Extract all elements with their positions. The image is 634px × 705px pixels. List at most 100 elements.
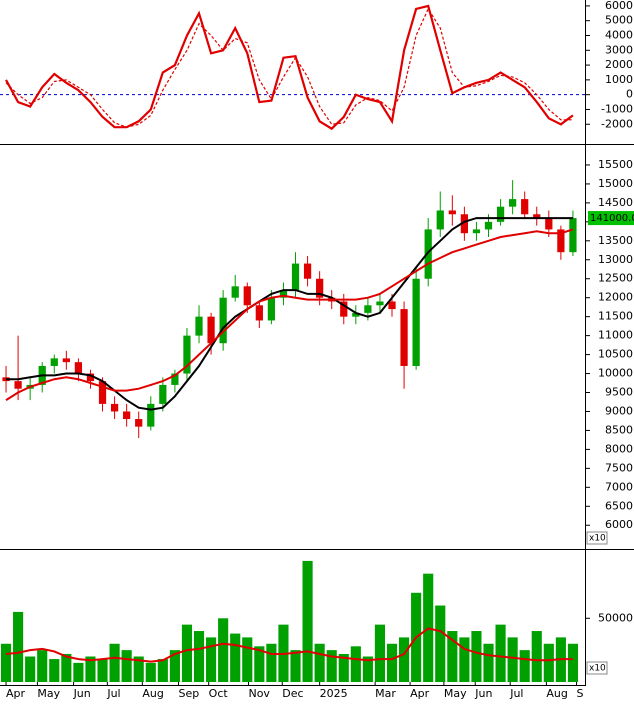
x-tick-label: Sep <box>179 687 200 700</box>
volume-bar <box>145 662 156 682</box>
volume-bar <box>181 624 193 682</box>
candle-body <box>171 373 179 385</box>
volume-bar <box>447 631 458 682</box>
candle-body <box>279 290 288 298</box>
y-tick-label: 6000 <box>605 518 633 531</box>
volume-bar <box>374 624 386 682</box>
volume-bar <box>399 637 410 682</box>
x-tick-label: Jun <box>73 687 91 700</box>
volume-bar <box>61 653 72 682</box>
volume-bar <box>507 637 518 682</box>
axis-note: x10 <box>589 664 606 674</box>
axis-note: x10 <box>589 534 606 544</box>
candle-body <box>195 316 203 336</box>
candle-body <box>424 229 432 279</box>
candle-body <box>62 358 70 363</box>
candle-body <box>110 403 119 412</box>
candle-body <box>291 263 300 291</box>
candle-body <box>533 214 541 219</box>
y-tick-label: 3000 <box>605 43 633 56</box>
x-tick-label: May <box>444 687 467 700</box>
candle-body <box>460 214 468 234</box>
candle-body <box>50 358 58 366</box>
x-tick-label: Mar <box>375 687 396 700</box>
y-tick-label: 50000 <box>598 611 633 624</box>
x-tick-label: S <box>577 687 584 700</box>
x-tick-label: Oct <box>209 687 229 700</box>
x-tick-label: 2025 <box>320 687 348 700</box>
y-tick-label: 13000 <box>598 253 633 266</box>
volume-bar <box>169 650 180 682</box>
candle-body <box>521 199 529 215</box>
volume-bar <box>133 656 144 682</box>
candle-body <box>340 301 348 317</box>
volume-bar <box>266 643 277 682</box>
y-tick-label: 15000 <box>598 177 633 190</box>
candle-body <box>98 381 107 404</box>
y-tick-label: 6500 <box>605 499 633 512</box>
y-tick-label: 8000 <box>605 442 633 455</box>
candle-body <box>352 312 360 317</box>
series-line <box>5 627 573 663</box>
volume-bar <box>73 662 84 682</box>
candle-body <box>412 278 420 366</box>
volume-bar <box>567 643 579 682</box>
x-tick-label: Apr <box>410 687 430 700</box>
series-line <box>5 7 573 128</box>
series-line <box>5 4 574 131</box>
candle-body <box>74 362 83 374</box>
volume-bar <box>230 633 241 682</box>
candle-body <box>509 199 517 207</box>
y-tick-label: -2000 <box>601 117 633 130</box>
volume-bar <box>121 650 132 682</box>
y-tick-label: 2000 <box>605 58 633 71</box>
candle-body <box>207 316 215 344</box>
y-tick-label: 7500 <box>605 461 633 474</box>
volume-bar <box>314 643 325 682</box>
x-tick-label: Jul <box>509 687 523 700</box>
y-tick-label: -1000 <box>601 102 633 115</box>
volume-bar <box>13 611 24 682</box>
candle-body <box>376 301 384 306</box>
y-tick-label: 12500 <box>598 272 633 285</box>
candle-body <box>231 286 239 298</box>
y-tick-label: 14500 <box>598 196 633 209</box>
volume-bar <box>519 650 530 682</box>
y-tick-label: 11500 <box>598 310 633 323</box>
axis-note-box <box>586 531 608 545</box>
last-price-label: 141000.0 <box>590 213 634 224</box>
y-tick-label: 9000 <box>605 404 633 417</box>
volume-bar <box>543 643 554 682</box>
candle-body <box>219 297 227 344</box>
x-tick-label: Jul <box>106 687 120 700</box>
candle-body <box>545 218 553 230</box>
y-tick-label: 5000 <box>605 14 633 27</box>
volume-bar <box>350 646 361 682</box>
x-tick-label: Apr <box>6 687 26 700</box>
candle-body <box>484 221 493 230</box>
volume-bar <box>495 624 506 682</box>
volume-bar <box>37 650 48 682</box>
volume-bar <box>218 618 229 682</box>
volume-bar <box>254 646 265 682</box>
y-tick-label: 0 <box>626 88 633 101</box>
volume-bar <box>471 631 482 682</box>
candle-body <box>436 210 444 230</box>
x-tick-label: Aug <box>142 687 163 700</box>
candle-body <box>243 286 251 306</box>
y-tick-label: 10000 <box>598 367 633 380</box>
volume-bar <box>25 656 36 682</box>
volume-bar <box>459 637 470 682</box>
volume-bar <box>386 643 398 682</box>
volume-bar <box>290 650 301 682</box>
candle-body <box>569 218 577 253</box>
x-tick-label: Aug <box>546 687 567 700</box>
volume-bar <box>242 637 253 682</box>
series-line <box>5 228 574 401</box>
candle-body <box>316 278 324 298</box>
series-line <box>6 217 573 411</box>
candle-body <box>303 263 312 279</box>
x-tick-label: Nov <box>248 687 270 700</box>
y-tick-label: 4000 <box>605 29 633 42</box>
